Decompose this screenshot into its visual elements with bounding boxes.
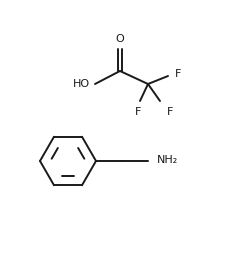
Text: HO: HO: [73, 79, 90, 89]
Text: F: F: [175, 69, 181, 79]
Text: F: F: [167, 107, 173, 117]
Text: F: F: [135, 107, 141, 117]
Text: NH₂: NH₂: [157, 155, 178, 165]
Text: O: O: [116, 34, 124, 44]
